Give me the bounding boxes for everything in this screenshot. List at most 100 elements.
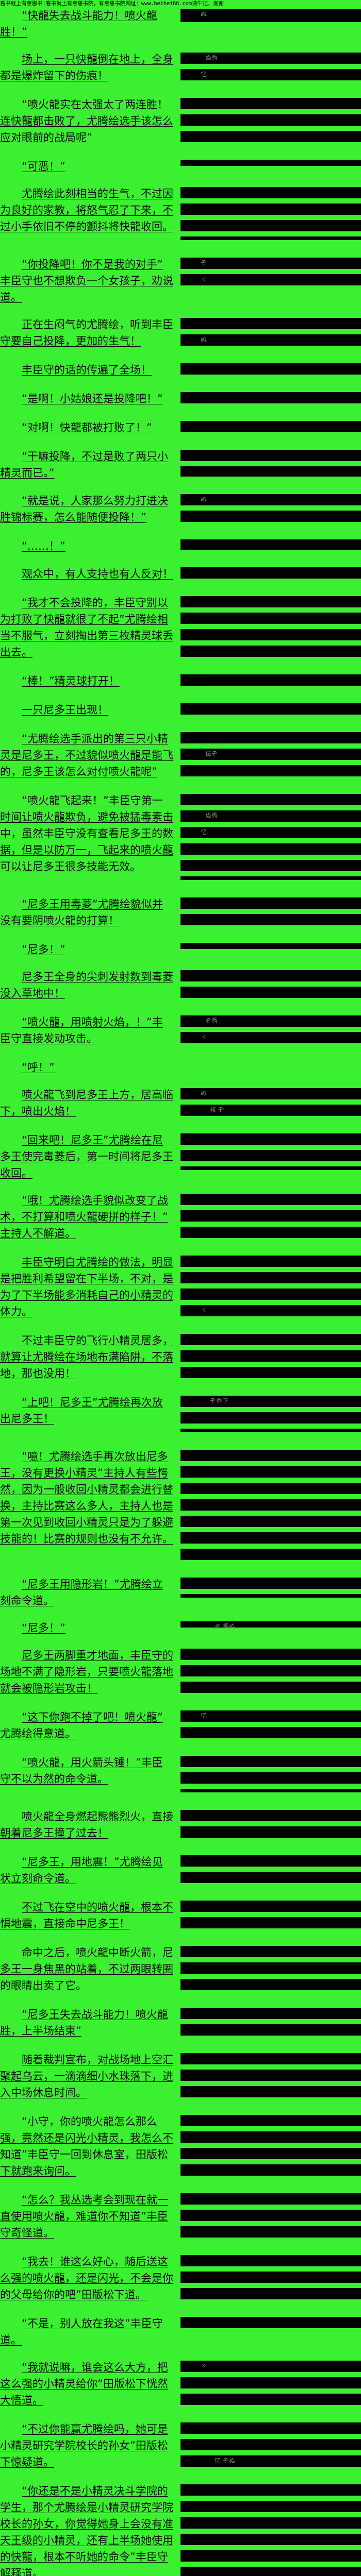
paragraph-text-column: “我才不会投降的，丰臣守别以为打败了快龍就很了不起”尤腾绘相当不服气，立刻掏出第… [0, 595, 173, 660]
redaction-bar-column [173, 2192, 361, 2243]
paragraph: 不过丰臣守的飞行小精灵居多，就算让尤腾绘在场地布满陷阱，不落地，那也没用！ [0, 1334, 173, 1380]
redaction-bar-column [173, 969, 361, 1003]
paragraph-block: “噫！尤腾绘选手再次放出尼多王，没有更换小精灵”主持人有些愕然，因为一般收回小精… [0, 1448, 361, 1565]
ghost-mark: ぞ秀下 [210, 1397, 229, 1404]
redaction-bar [180, 2517, 361, 2529]
redaction-bar-column: 伝ぞ [173, 731, 361, 782]
redaction-bar-column [173, 1854, 361, 1888]
paragraph: 尼多王全身的尖刺发射数到毒菱没入草地中！ [0, 971, 173, 999]
redaction-bar [180, 860, 361, 871]
paragraph-text-column: “是啊！小姑娘还是投降吧！” [0, 391, 173, 407]
redaction-bar-column [173, 2253, 361, 2304]
paragraph-text-column: “喷火龍，用喷射火焰，！”丰臣守直接发动攻击。 [0, 1014, 173, 1047]
paragraph: “尤腾绘选手派出的第三只小精灵是尼多王，不过貌似喷火龍是能飞的，尼多王该怎么对付… [0, 733, 173, 778]
paragraph-text-column: “这下你跑不掉了吧！喷火龍”尤腾绘得意道。 [0, 1709, 173, 1742]
paragraph: “我就说嘛，谁会这么大方，把这么强的小精灵给你”田版松下恍然大悟道。 [0, 2361, 168, 2406]
redaction-bar [180, 2317, 361, 2328]
redaction-bar [180, 2148, 361, 2159]
paragraph-text-column: 观众中，有人支持也有人反对！ [0, 566, 173, 582]
redaction-bar [180, 2070, 361, 2081]
redaction-bar [180, 2484, 361, 2496]
redaction-bar [180, 1872, 361, 1883]
redaction-bar [180, 1367, 361, 1378]
paragraph-block: 尼多王全身的尖刺发射数到毒菱没入草地中！ [0, 969, 361, 1003]
redaction-bar: ぬ [180, 494, 361, 505]
paragraph: 随着裁判宣布，对战场地上空汇聚起乌云，一滴滴细小水珠落下，进入中场休息时间。 [0, 2054, 173, 2099]
paragraph: 尤腾绘此刻相当的生气，不过因为良好的家教，将怒气忍了下来，不过小手依旧不停的颤抖… [0, 188, 173, 233]
redaction-bar [180, 1649, 361, 1660]
redaction-bar [180, 794, 361, 805]
redaction-bar [180, 1578, 361, 1589]
paragraph-block: 随着裁判宣布，对战场地上空汇聚起乌云，一滴滴细小水珠落下，进入中场休息时间。 [0, 2052, 361, 2103]
redaction-bar-column [173, 941, 361, 954]
redaction-bar [180, 220, 361, 231]
redaction-bar: ぬ [180, 9, 361, 22]
paragraph: 不过飞在空中的喷火龍，根本不惧地震，直接命中尼多王！ [0, 1901, 173, 1930]
redaction-bar-column: ヾ [173, 1254, 361, 1321]
paragraph-text-column: “噫！尤腾绘选手再次放出尼多王，没有更换小精灵”主持人有些愕然，因为一般收回小精… [0, 1448, 173, 1547]
paragraph-block: “喷火龍飞起来！”丰臣守第一时间让喷火龍欺负，避免被猛毒素击中，虽然丰臣守没有查… [0, 792, 361, 885]
redaction-bar [180, 1166, 361, 1170]
redaction-bar [180, 2550, 361, 2562]
paragraph-block: “尤腾绘选手派出的第三只小精灵是尼多王，不过貌似喷火龍是能飞的，尼多王该怎么对付… [0, 731, 361, 782]
redaction-bar-column [173, 185, 361, 245]
paragraph: 尼多王两脚重才地面，丰臣守的场地不满了隐形岩，只要喷火龍落地就会被隐形岩攻击！ [0, 1649, 173, 1694]
redaction-bar [180, 2272, 361, 2283]
paragraph: “噫！尤腾绘选手再次放出尼多王，没有更换小精灵”主持人有些愕然，因为一般收回小精… [0, 1450, 173, 1545]
paragraph-block: “尼多王失去战斗能力！喷火龍胜，上半场结束” [0, 2006, 361, 2041]
redaction-bar [180, 2394, 361, 2405]
redaction-bar [180, 1727, 361, 1738]
redaction-bar [180, 596, 361, 607]
paragraph-text-column: “小守，你的喷火龍怎么那么强，竟然还是闪光小精灵，我怎么不知道”丰臣守一回到休息… [0, 2113, 173, 2179]
paragraph: “是啊！小姑娘还是投降吧！” [22, 393, 163, 405]
redaction-bar [180, 187, 361, 198]
redaction-bar [180, 1334, 361, 1345]
redaction-bar [180, 131, 361, 142]
redaction-bar-column: ぞ秀下 [173, 1394, 361, 1437]
redaction-bar-column [173, 1132, 361, 1175]
header-watermark: 看书就上有意思书|看书就上有意思书院，有意思书院网址：www.heihei66.… [0, 1, 224, 7]
redaction-bar: 忆 ぞぬ [180, 2455, 361, 2467]
paragraph-text-column: 不过丰臣守的飞行小精灵居多，就算让尤腾绘在场地布满陷阱，不落地，那也没用！ [0, 1332, 173, 1382]
redaction-bar: ヾ [180, 2361, 361, 2372]
paragraph-text-column: “……！” [0, 538, 173, 554]
ghost-mark: ヾ [201, 1307, 207, 1314]
redaction-bar-column [173, 566, 361, 584]
paragraph-text-column: 尼多王全身的尖刺发射数到毒菱没入草地中！ [0, 969, 173, 1002]
paragraph-block: 不过丰臣守的飞行小精灵居多，就算让尤腾绘在场地布满陷阱，不落地，那也没用！ [0, 1332, 361, 1383]
paragraph-block: 喷火龍全身燃起熊熊烈火，直接朝着尼多王撞了过去！ [0, 1808, 361, 1843]
paragraph: “不过你能赢尤腾绘吗，她可是小精灵研究学院校长的孙女”田版松下惊疑道。 [0, 2423, 168, 2468]
ghost-mark: ぞ 秀ぬ [215, 1623, 235, 1630]
paragraph: “棒！”精灵球打开！ [22, 675, 120, 687]
redaction-bar-column [173, 1754, 361, 1798]
redaction-bar [180, 2377, 361, 2388]
redaction-bar [180, 1483, 361, 1494]
paragraph-text-column: 一只尼多王出现！ [0, 702, 173, 718]
paragraph-block: “喷火龍实在太强太了两连胜！连快龍都击败了，尤腾绘选手该怎么应对眼前的战局呢” [0, 96, 361, 147]
redaction-bar [180, 943, 361, 949]
paragraph-text-column: “喷火龍，用火箭头锤！”丰臣守不以为然的命令道。 [0, 1754, 173, 1787]
paragraph-block: 喷火龍飞到尼多王上方，居高临下，喷出火焰！ぬ核 ぞ [0, 1087, 361, 1121]
redaction-bar [180, 1665, 361, 1676]
redaction-bar-column: ぬ秀忆 [173, 792, 361, 885]
paragraph: “喷火龍，用火箭头锤！”丰臣守不以为然的命令道。 [0, 1756, 163, 1785]
paragraph: “对啊！快龍都被打败了！” [22, 421, 152, 434]
paragraph-block: 尼多王两脚重才地面，丰臣守的场地不满了隐形岩，只要喷火龍落地就会被隐形岩攻击！ [0, 1647, 361, 1698]
redaction-bar [180, 2226, 361, 2238]
paragraph-text-column: “尼多！” [0, 1620, 173, 1636]
redaction-bar: ヾ [180, 1305, 361, 1316]
paragraph-text-column: “不是，别人放在我这”丰臣守道。 [0, 2315, 173, 2348]
redaction-bar [180, 876, 361, 880]
redaction-bar-column: ぞヾ [173, 256, 361, 291]
paragraph: “喷火龍，用喷射火焰，！”丰臣守直接发动攻击。 [0, 1016, 163, 1045]
ghost-mark: 核 ぞ [210, 1106, 224, 1113]
redaction-bar [180, 2567, 361, 2576]
redaction-bar [180, 2288, 361, 2299]
paragraph: “快龍失去战斗能力！喷火龍胜！” [0, 9, 157, 38]
redaction-bar-column [173, 702, 361, 720]
redaction-bar: ぬ秀 [180, 810, 361, 822]
paragraph-text-column: 喷火龍飞到尼多王上方，居高临下，喷出火焰！ [0, 1087, 173, 1120]
ghost-mark: 忆 ぞぬ [215, 2457, 235, 2464]
redaction-bar [180, 613, 361, 624]
